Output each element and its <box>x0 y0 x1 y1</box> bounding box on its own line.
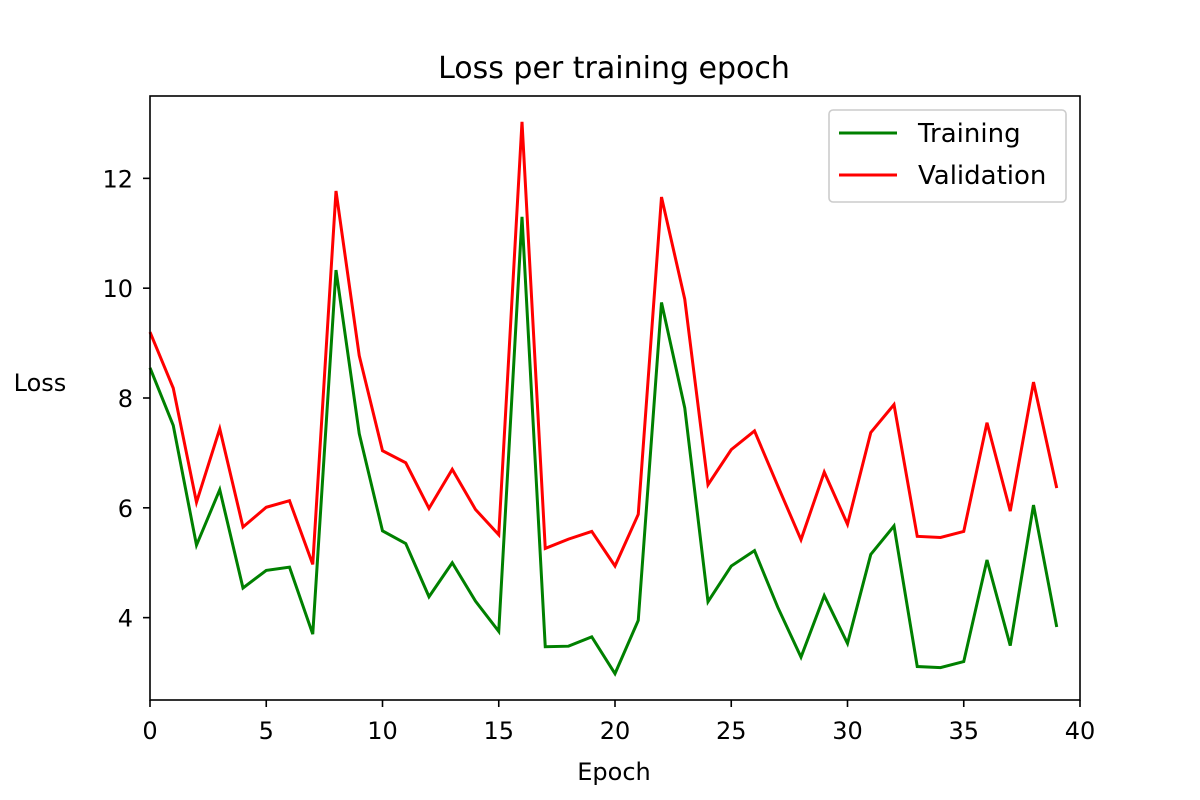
plot-area: 0 5 10 15 20 25 30 35 40 4 6 8 10 12 <box>102 95 1096 745</box>
y-tick-label: 12 <box>102 165 133 193</box>
series-line-training <box>148 216 1059 677</box>
y-tick-label: 6 <box>118 495 133 523</box>
x-tick-label: 0 <box>142 717 157 745</box>
x-tick-label: 40 <box>1065 717 1096 745</box>
x-tick-label: 5 <box>259 717 274 745</box>
x-tick-label: 15 <box>483 717 514 745</box>
y-tick-label: 4 <box>118 605 133 633</box>
x-tick-label: 30 <box>832 717 863 745</box>
y-tick-label: 8 <box>118 385 133 413</box>
series-line-validation <box>148 121 1059 570</box>
legend: Training Validation <box>828 109 1067 203</box>
y-axis-label: Loss <box>14 369 67 397</box>
chart-title: Loss per training epoch <box>438 51 790 86</box>
x-tick-label: 25 <box>716 717 747 745</box>
x-tick-label: 20 <box>600 717 631 745</box>
x-tick-label: 35 <box>948 717 979 745</box>
y-tick-label: 10 <box>102 275 133 303</box>
legend-label-training: Training <box>917 119 1021 149</box>
x-tick-label: 10 <box>367 717 398 745</box>
x-axis-label: Epoch <box>577 758 651 786</box>
legend-label-validation: Validation <box>918 161 1046 191</box>
